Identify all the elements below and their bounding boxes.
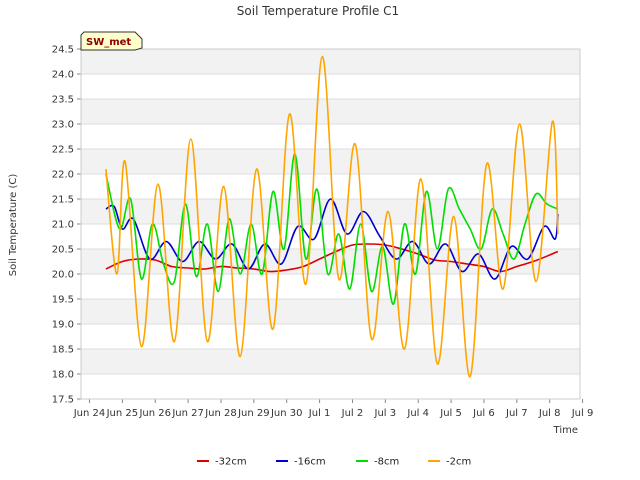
x-tick-label: Jul 6 [472, 408, 495, 419]
plot-frame [80, 48, 581, 400]
x-tick-label: Jun 30 [270, 408, 303, 419]
x-axis-ticks: Jun 24 Jun 25 Jun 26 Jun 27 Jun 28 Jun 29 Jun … [73, 399, 594, 419]
grid-band [81, 49, 580, 74]
x-tick-label: Jul 5 [439, 408, 462, 419]
x-tick-label: Jul 4 [406, 408, 429, 419]
x-tick-label: Jun 28 [204, 408, 237, 419]
grid-band [81, 299, 580, 324]
x-axis-title: Time [553, 425, 578, 436]
x-tick-label: Jul 7 [505, 408, 528, 419]
series-line-m16cm [105, 198, 559, 280]
station-badge: SW_met [80, 31, 143, 51]
y-tick-label: 22.5 [52, 145, 74, 156]
badge-shape [80, 31, 143, 51]
y-tick-label: 21.0 [52, 220, 74, 231]
y-tick-label: 22.0 [52, 170, 74, 181]
x-tick-label: Jul 1 [308, 408, 331, 419]
x-tick-label: Jun 26 [138, 408, 171, 419]
grid-band [81, 99, 580, 124]
chart-title: Soil Temperature Profile C1 [237, 4, 399, 18]
y-tick-label: 24.0 [52, 70, 74, 81]
x-tick-label: Jul 8 [538, 408, 561, 419]
x-tick-label: Jun 29 [237, 408, 270, 419]
y-tick-label: 17.5 [52, 395, 74, 406]
y-tick-label: 20.0 [52, 270, 74, 281]
y-tick-label: 18.0 [52, 370, 74, 381]
grid-band [81, 349, 580, 374]
y-axis-ticks: 17.5 18.0 18.5 19.0 19.5 20.0 20.5 21.0 21.5 22.0… [52, 45, 81, 406]
plot-bands [81, 49, 580, 374]
y-tick-label: 21.5 [52, 195, 74, 206]
series-line-m8cm [105, 153, 559, 305]
x-tick-label: Jun 27 [171, 408, 204, 419]
y-tick-label: 24.5 [52, 45, 74, 56]
series-line-m2cm [105, 55, 559, 378]
y-tick-label: 18.5 [52, 345, 74, 356]
series-group [105, 55, 559, 378]
y-tick-label: 19.0 [52, 320, 74, 331]
y-axis-title: Soil Temperature (C) [8, 174, 19, 277]
y-tick-label: 19.5 [52, 295, 74, 306]
legend: -32cm -16cm -8cm -2cm [197, 457, 471, 468]
legend-label-m16cm: -16cm [294, 457, 326, 468]
y-tick-label: 20.5 [52, 245, 74, 256]
grid-band [81, 199, 580, 224]
legend-label-m32cm: -32cm [215, 457, 247, 468]
x-tick-label: Jul 2 [341, 408, 364, 419]
legend-label-m2cm: -2cm [446, 457, 471, 468]
y-tick-label: 23.5 [52, 95, 74, 106]
legend-label-m8cm: -8cm [374, 457, 399, 468]
x-tick-label: Jun 25 [106, 408, 139, 419]
x-tick-label: Jul 9 [571, 408, 594, 419]
x-tick-label: Jun 24 [73, 408, 106, 419]
x-tick-label: Jul 3 [374, 408, 397, 419]
badge-label: SW_met [86, 37, 131, 48]
y-tick-label: 23.0 [52, 120, 74, 131]
